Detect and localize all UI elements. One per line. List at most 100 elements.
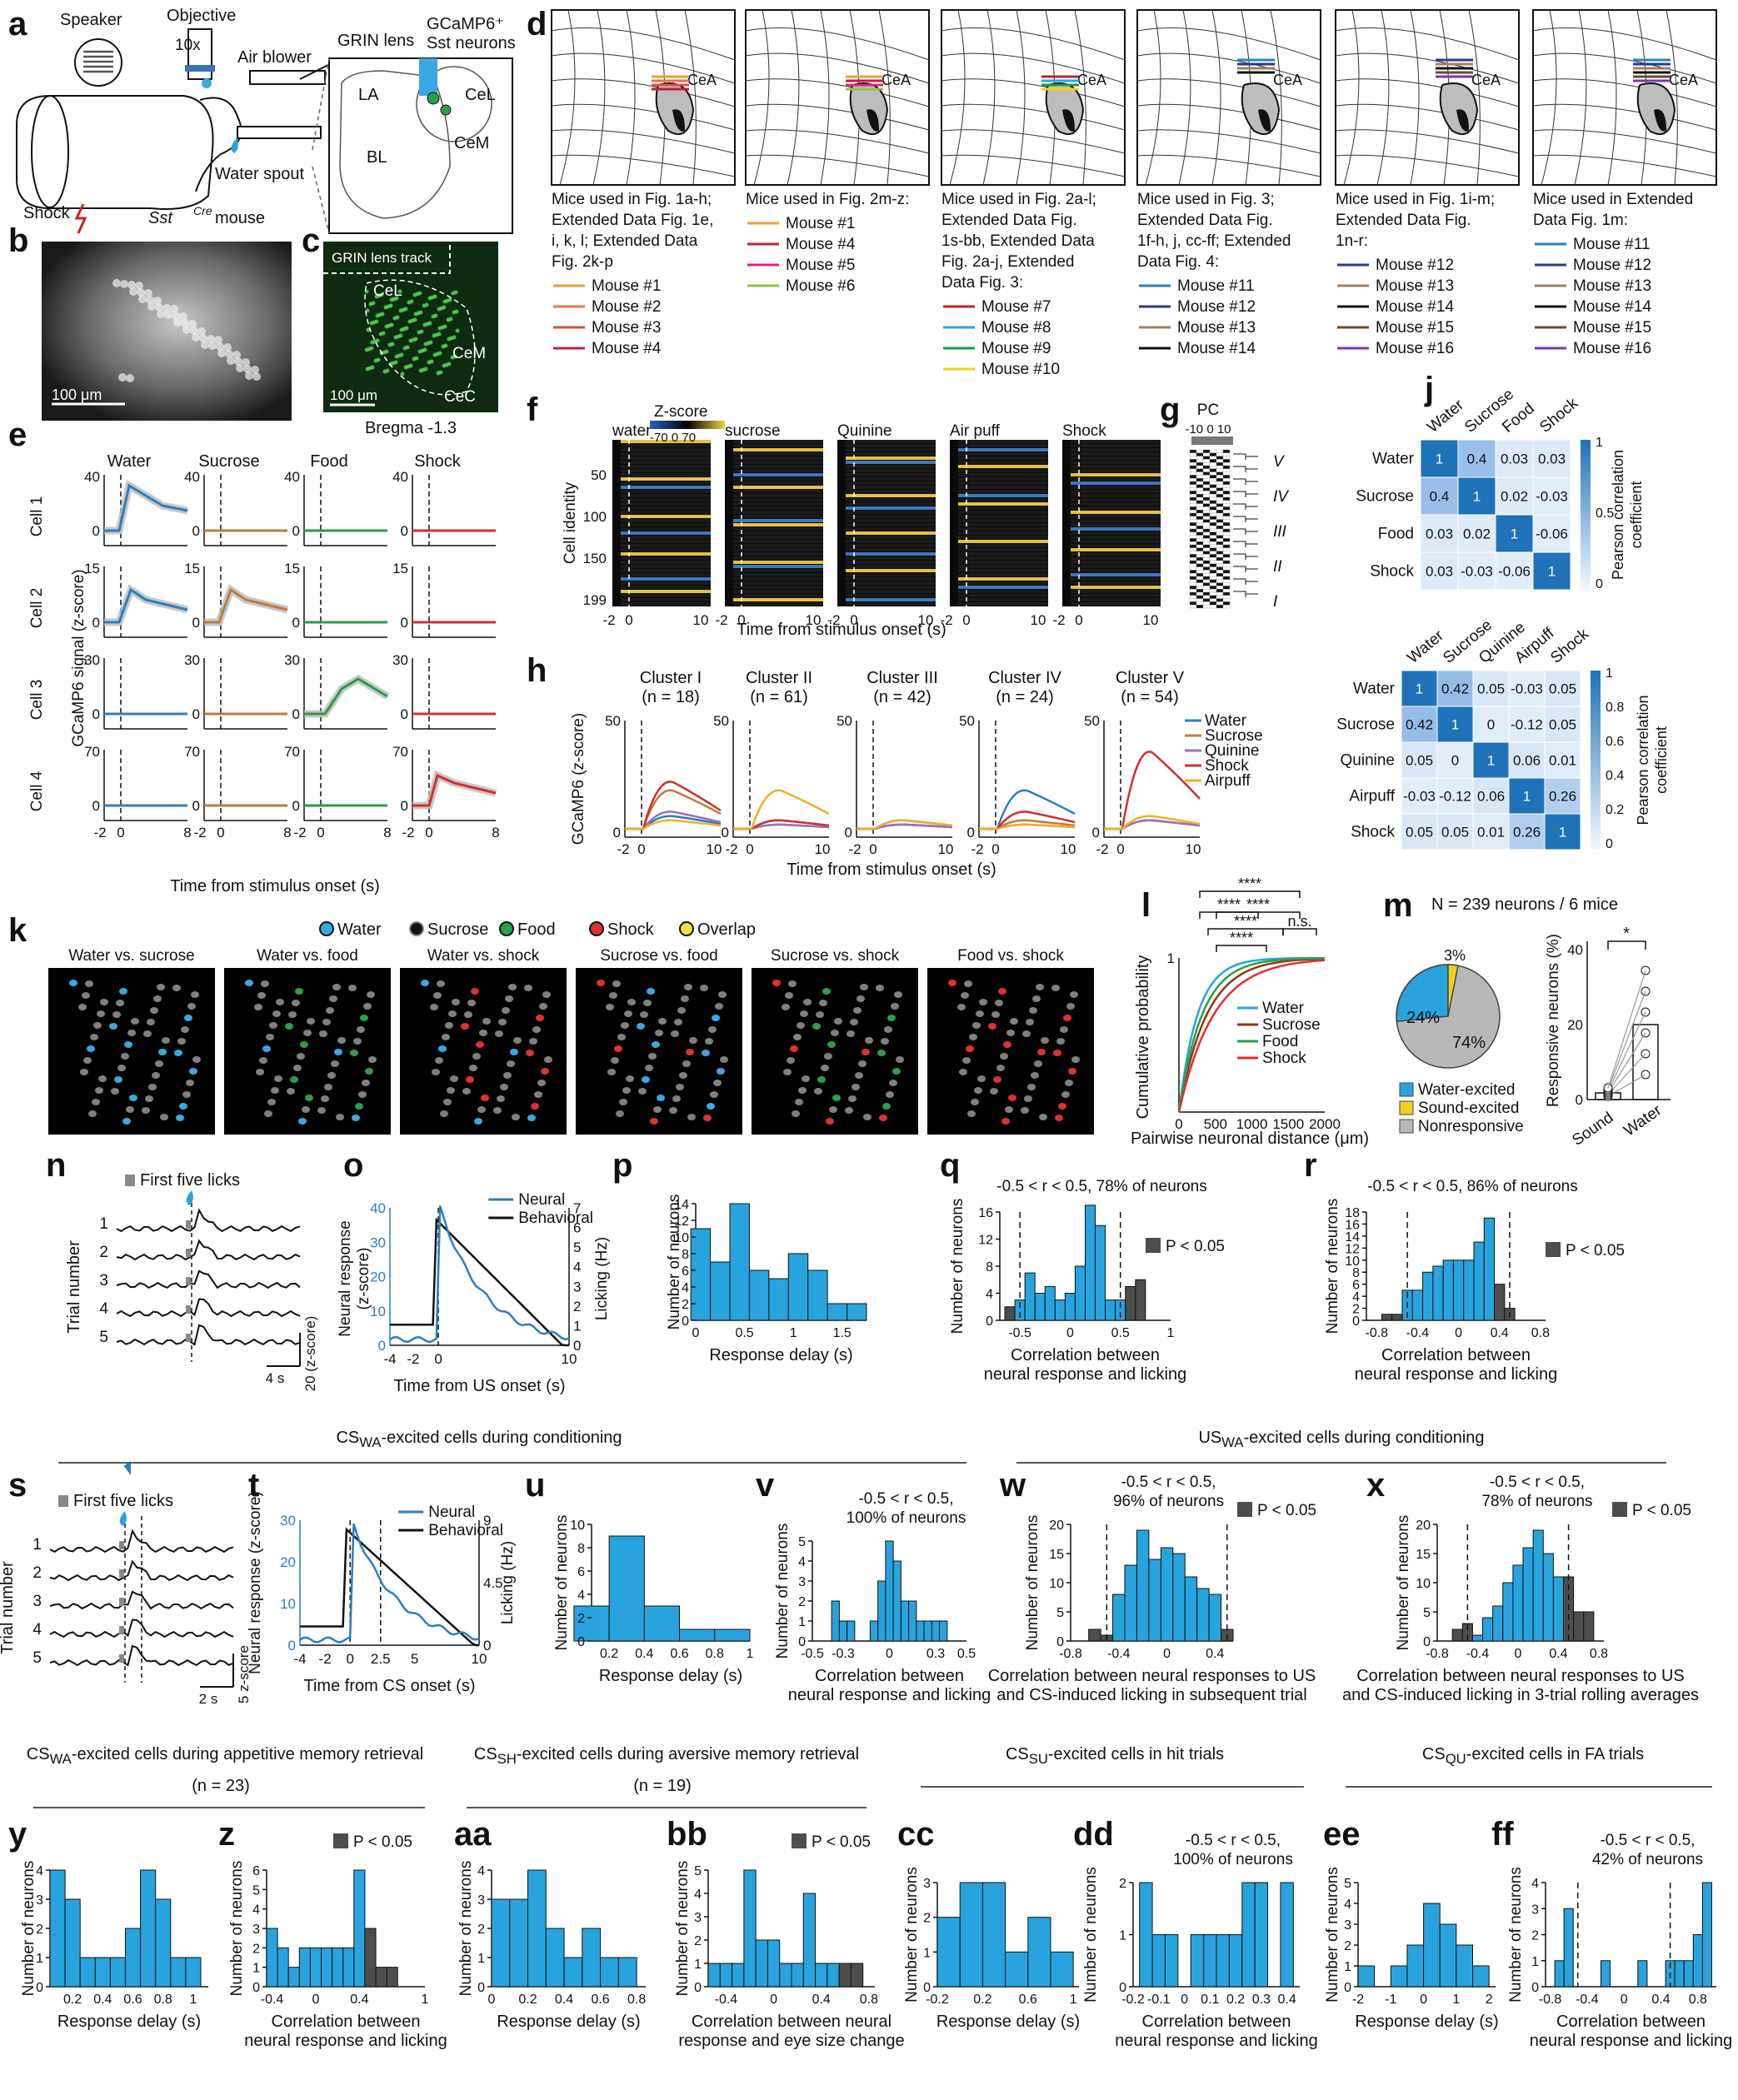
heatmap-row — [846, 452, 936, 456]
dendrogram-branch — [1233, 591, 1258, 597]
cell-footprint — [889, 1080, 897, 1086]
x-tick: -2 — [407, 1351, 419, 1367]
histogram-bar — [1136, 1529, 1150, 1642]
significance-label: * — [1623, 925, 1630, 943]
gfp-cell — [442, 299, 447, 304]
y-tick-label: 8 — [986, 1260, 993, 1274]
matrix-cell — [1457, 439, 1496, 478]
pc-cell — [1222, 557, 1231, 561]
pc-cell — [1196, 570, 1204, 574]
pc-cell — [1202, 595, 1211, 599]
gfp-cell — [383, 305, 388, 310]
cell-footprint — [191, 991, 199, 998]
cell-footprint — [126, 1106, 134, 1113]
histogram-bar — [838, 1620, 848, 1642]
y-tick-zero: 0 — [92, 798, 100, 814]
y-tick-zero: 0 — [292, 615, 300, 631]
panel-letter: g — [1160, 392, 1180, 428]
cell-footprint — [845, 1107, 853, 1114]
y-axis-label: Number of neurons — [457, 1861, 475, 1997]
cell-footprint — [787, 1057, 795, 1064]
pc-cell — [1209, 462, 1217, 466]
y-axis-label: Number of neurons — [1507, 1867, 1525, 2003]
pc-cell — [1202, 557, 1211, 561]
panel-letter: ee — [1323, 1816, 1361, 1853]
cell-footprint — [988, 1023, 996, 1030]
heatmap-row — [733, 590, 823, 593]
cluster-n: (n = 54) — [1121, 688, 1178, 706]
cell-footprint — [162, 1037, 170, 1044]
y-tick: 199 — [583, 592, 607, 608]
gfp-cell — [378, 332, 383, 337]
x-tick: -2 — [1052, 612, 1065, 628]
legend-label: Water — [337, 920, 382, 939]
cell-footprint — [143, 1030, 152, 1037]
pc-cell — [1209, 591, 1217, 596]
cell-footprint — [896, 1056, 904, 1063]
mean-trace — [104, 483, 188, 532]
heatmap-row — [733, 561, 823, 564]
y-tick-label: 2 — [477, 1923, 485, 1937]
histogram-bar — [1054, 1299, 1066, 1321]
pc-cell — [1202, 570, 1211, 574]
pc-cell — [1202, 484, 1211, 488]
pc-cell — [1202, 516, 1211, 520]
histogram-bar — [807, 1269, 828, 1321]
atlas-caption: Extended Data Fig. — [1336, 212, 1471, 229]
atlas-contour — [1074, 9, 1086, 186]
pc-cell — [1222, 519, 1231, 523]
gfp-cell — [370, 340, 375, 345]
cell-footprint — [537, 1080, 546, 1086]
y-tick-label: 12 — [674, 1215, 689, 1229]
matrix-value: 0.03 — [1501, 451, 1528, 467]
pc-cell — [1189, 528, 1197, 532]
x-tick: -2 — [193, 825, 206, 840]
pc-cell — [1196, 591, 1204, 596]
pc-cell — [1196, 573, 1204, 577]
x-tick-label: 0.2 — [973, 1993, 991, 2007]
pc-cell — [1216, 484, 1224, 488]
cell-footprint — [497, 1095, 505, 1102]
heatmap-row — [958, 577, 1048, 581]
x-tick-label: 0.1 — [1201, 1993, 1219, 2007]
cell-footprint — [524, 985, 532, 991]
cell-footprint — [317, 1107, 326, 1114]
cell-footprint — [684, 984, 692, 990]
y-axis-label: Trial number — [0, 1561, 17, 1654]
histogram-bar — [1105, 1299, 1116, 1321]
cell-footprint — [271, 1087, 279, 1094]
trial-label: 4 — [99, 1300, 108, 1318]
x-tick: -2 — [971, 841, 983, 857]
heatmap-row — [958, 552, 1048, 556]
matrix-cell — [1436, 741, 1474, 779]
significance-bracket — [1607, 940, 1646, 950]
x-tick: -2 — [319, 1651, 332, 1667]
heatmap-row — [846, 561, 936, 564]
x-tick-label: -0.8 — [1426, 1647, 1449, 1661]
histogram-bar — [1074, 1265, 1086, 1321]
section-header-text: CSSH-excited cells during aversive memor… — [473, 1745, 860, 1767]
x-tick: 8 — [383, 825, 391, 840]
x-tick: 5 — [411, 1651, 418, 1667]
cell-footprint — [357, 1026, 365, 1033]
pc-cell — [1222, 573, 1231, 577]
pc-cell — [1209, 554, 1217, 558]
neuron-blob — [216, 342, 224, 351]
colorbar — [650, 421, 725, 429]
heatmap-row — [621, 569, 711, 572]
histogram-bar — [847, 1303, 867, 1321]
y-tick: 0 — [967, 825, 975, 840]
histogram-bar — [767, 1939, 781, 1988]
x-tick: -2 — [715, 612, 727, 628]
cell-footprint — [816, 1011, 824, 1018]
cell-footprint — [433, 992, 442, 999]
gfp-cell — [398, 308, 403, 313]
panel-letter: x — [1366, 1467, 1385, 1504]
matrix-cell — [1544, 813, 1581, 850]
heatmap-row — [846, 540, 936, 543]
histogram-bar — [386, 1967, 398, 1988]
x-tick-label: 0 — [1163, 1647, 1171, 1661]
